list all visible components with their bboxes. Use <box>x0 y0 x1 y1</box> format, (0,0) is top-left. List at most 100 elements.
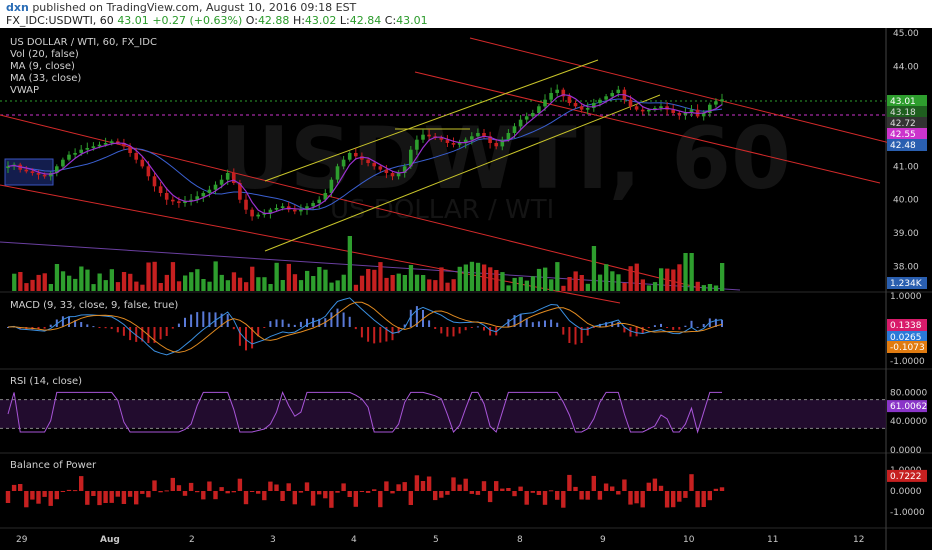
ma33-line <box>7 98 723 211</box>
volume-bar <box>42 273 47 291</box>
author-link[interactable]: dxn <box>6 1 29 14</box>
candle-body <box>219 179 224 185</box>
watermark-symbol: USDWTI, 60 <box>220 109 791 209</box>
bop-plot <box>5 474 725 508</box>
volume-bar <box>543 267 548 291</box>
macd-histogram-bar <box>129 327 132 341</box>
candle-body <box>390 173 395 177</box>
bop-bar <box>585 491 590 500</box>
candle-body <box>659 106 663 108</box>
bop-bar <box>487 491 493 503</box>
bop-bar <box>561 491 566 508</box>
rsi-value-tag: 61.0062 <box>890 402 927 412</box>
bop-bar <box>469 491 474 494</box>
candle-body <box>91 146 96 148</box>
volume-bar <box>189 272 194 291</box>
macd-hist-tag: 0.1338 <box>890 321 922 331</box>
close-value: 43.01 <box>396 14 428 27</box>
bop-bar <box>616 491 621 495</box>
chart-canvas[interactable]: USDWTI, 60 US DOLLAR / WTI US DOLLAR / W… <box>0 28 932 550</box>
macd-histogram-bar <box>629 327 632 337</box>
candle-body <box>280 206 285 208</box>
yellow-channel-upper[interactable] <box>264 59 599 182</box>
macd-histogram-bar <box>257 327 260 337</box>
macd-histogram-bar <box>647 327 650 329</box>
candle-body <box>201 193 206 197</box>
volume-bar <box>311 276 316 291</box>
bop-bar <box>225 491 230 494</box>
candle-body <box>482 133 486 137</box>
macd-histogram-bar <box>141 327 144 342</box>
macd-histogram-bar <box>110 327 113 329</box>
candle-body <box>610 93 614 97</box>
candle-body <box>439 138 444 140</box>
macd-histogram-bar <box>74 320 77 327</box>
macd-histogram-bar <box>690 320 693 327</box>
candle-body <box>463 139 468 143</box>
macd-histogram-bar <box>397 327 400 334</box>
candle-body <box>476 133 480 137</box>
volume-bar <box>451 279 456 291</box>
bop-bar <box>524 491 529 505</box>
volume-bar <box>146 262 151 291</box>
candle-body <box>341 159 346 167</box>
macd-histogram-bar <box>177 323 180 327</box>
macd-histogram-bar <box>702 324 705 327</box>
bop-bar <box>542 491 548 505</box>
macd-histogram-bar <box>336 308 339 327</box>
volume-bar <box>219 274 224 291</box>
macd-histogram-bar <box>293 324 296 327</box>
price-tag-high-bg <box>887 106 927 118</box>
candle-body <box>85 148 90 150</box>
candle-body <box>518 119 523 127</box>
red-channel-top-right[interactable] <box>469 37 891 144</box>
volume-bar <box>707 284 713 291</box>
red-channel-mid-right[interactable] <box>414 71 881 184</box>
macd-histogram-bar <box>678 327 681 330</box>
macd-histogram-bar <box>580 327 583 343</box>
macd-histogram-bar <box>684 325 687 327</box>
candle-body <box>67 154 71 160</box>
bop-bar <box>463 478 468 491</box>
candle-body <box>24 169 29 172</box>
pane-frames <box>0 28 932 550</box>
candle-body <box>323 193 328 200</box>
price-change: +0.27 (+0.63%) <box>152 14 243 27</box>
bop-bar <box>695 491 700 508</box>
candle-body <box>689 109 694 113</box>
bop-bar <box>573 486 578 491</box>
bop-bar <box>335 491 340 493</box>
volume-bar <box>60 271 66 291</box>
candle-body <box>317 199 321 203</box>
volume-bar <box>256 277 261 291</box>
candle-body <box>555 89 559 93</box>
volume-bar <box>359 275 365 291</box>
bop-bar <box>347 491 352 497</box>
macd-axis-tick: 1.0000 <box>890 292 922 302</box>
red-channel-upper-left[interactable] <box>0 114 701 289</box>
candle-body <box>238 183 242 200</box>
macd-histogram-bar <box>196 312 199 327</box>
rsi-plot <box>0 391 886 434</box>
volume-bar <box>195 269 200 291</box>
volume-bar <box>659 268 664 291</box>
bop-bar <box>121 491 127 504</box>
bop-bar <box>506 488 511 491</box>
yellow-channel-lower[interactable] <box>264 94 661 252</box>
price-tag-ma33-bg <box>887 139 927 151</box>
candle-body <box>720 99 724 102</box>
candle-body <box>512 126 517 133</box>
bop-bar <box>365 491 371 493</box>
bop-bar <box>548 490 554 492</box>
volume-bar <box>268 284 273 291</box>
candle-body <box>183 201 187 203</box>
bop-bar <box>292 491 297 505</box>
macd-histogram-bar <box>672 327 675 330</box>
candle-body <box>579 106 584 110</box>
bop-bar <box>188 482 194 491</box>
legend-ma9: MA (9, close) <box>10 61 75 72</box>
macd-histogram-bar <box>19 327 22 330</box>
bop-bar <box>591 475 596 491</box>
volume-bar <box>323 269 328 291</box>
candle-body <box>421 134 425 140</box>
